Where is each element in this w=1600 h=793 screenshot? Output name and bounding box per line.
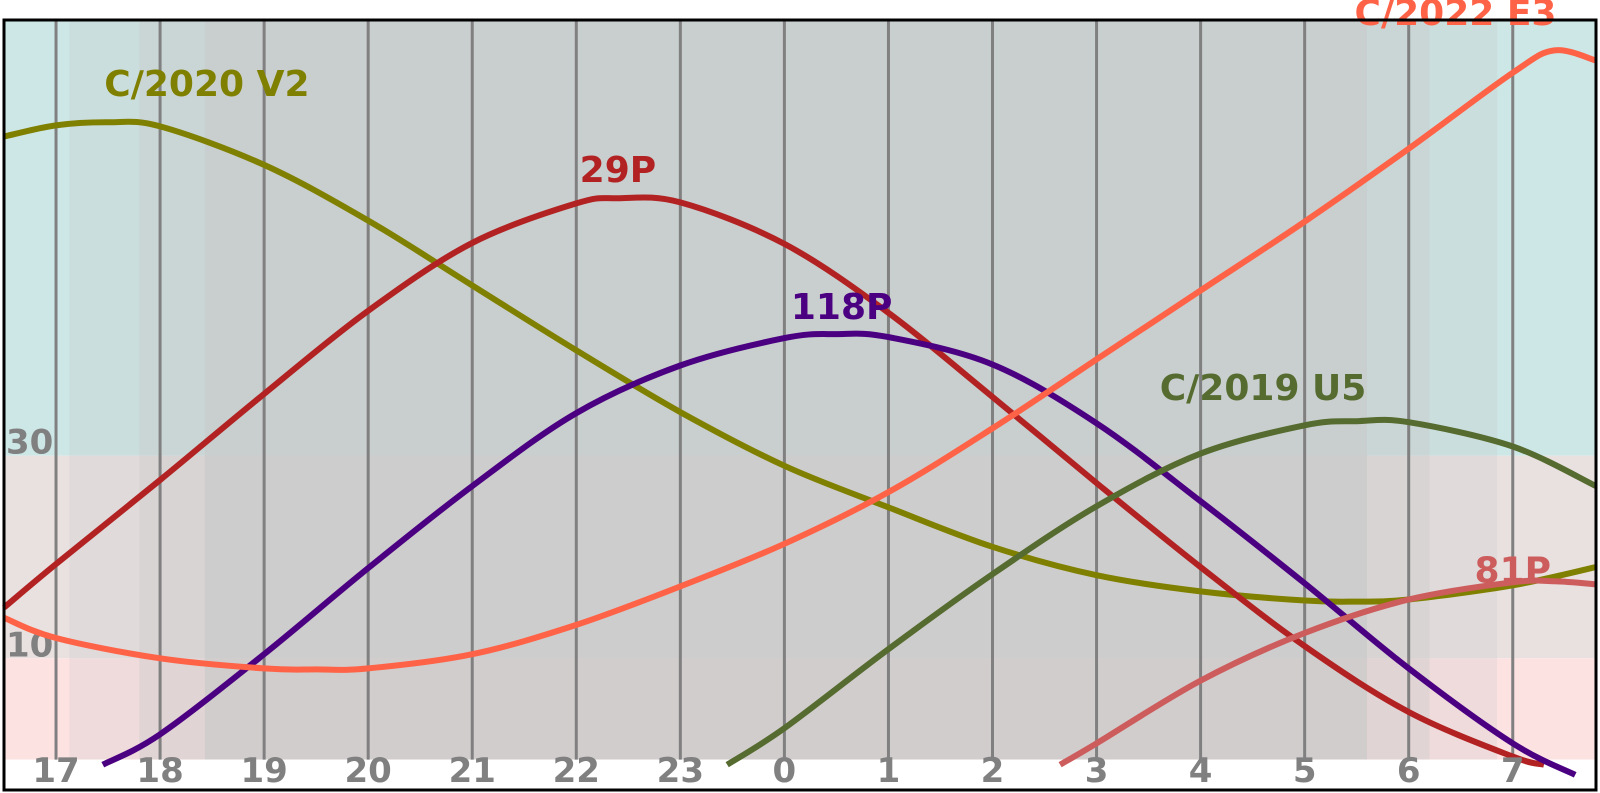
x-tick-labels: 17 18 19 20 21 22 23 0 1 2 3 4 5 6 7 xyxy=(32,751,1524,791)
series-line-c-2022-e3 xyxy=(2,47,1597,673)
series-line-118p xyxy=(101,330,1577,778)
series-line-c-2020-v2 xyxy=(3,118,1597,605)
x-tick-20: 20 xyxy=(345,751,392,791)
x-tick-18: 18 xyxy=(136,751,183,791)
night-overlay-2 xyxy=(204,20,1368,760)
series-label-118p: 118P xyxy=(791,287,893,328)
plot-frame xyxy=(2,18,1598,792)
x-tick-0: 0 xyxy=(773,751,797,791)
y-tick-30: 30 xyxy=(6,423,53,463)
series-label-c-2019-u5: C/2019 U5 xyxy=(1160,368,1367,409)
x-tick-2: 2 xyxy=(981,751,1005,791)
tick-strip xyxy=(4,759,1596,790)
x-tick-6: 6 xyxy=(1397,751,1421,791)
series-line-29p xyxy=(2,194,1545,768)
series-label-81p: 81P xyxy=(1475,550,1551,591)
x-tick-17: 17 xyxy=(32,751,79,791)
series-line-81p xyxy=(1058,577,1597,768)
x-tick-21: 21 xyxy=(449,751,496,791)
series-line-c-2019-u5 xyxy=(725,416,1598,768)
series-label-c-2020-v2: C/2020 V2 xyxy=(104,64,309,105)
series-labels: C/2020 V2 29P 118P C/2022 E3 C/2019 U5 81P xyxy=(104,0,1556,591)
series-lines xyxy=(2,47,1598,778)
x-tick-1: 1 xyxy=(877,751,901,791)
series-label-29p: 29P xyxy=(580,150,656,191)
x-tick-23: 23 xyxy=(657,751,704,791)
x-tick-7: 7 xyxy=(1501,751,1525,791)
x-tick-19: 19 xyxy=(240,751,287,791)
x-tick-5: 5 xyxy=(1293,751,1317,791)
x-tick-22: 22 xyxy=(553,751,600,791)
x-tick-3: 3 xyxy=(1085,751,1109,791)
series-label-c-2022-e3: C/2022 E3 xyxy=(1355,0,1557,34)
x-tick-4: 4 xyxy=(1189,751,1213,791)
